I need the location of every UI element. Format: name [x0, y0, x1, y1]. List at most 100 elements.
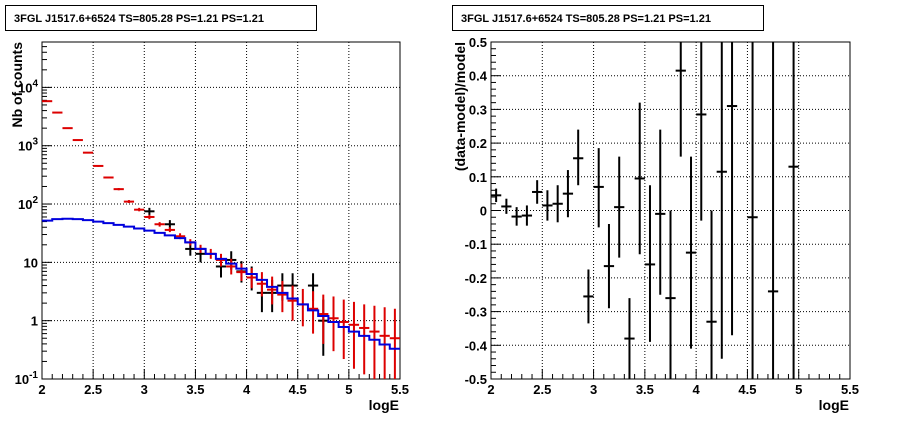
data-point — [318, 294, 329, 344]
data-point — [164, 220, 175, 229]
data-point — [593, 148, 604, 228]
data-point — [144, 207, 155, 215]
data-point — [226, 258, 237, 275]
series-2 — [42, 217, 400, 350]
x-tick-label: 2 — [487, 382, 494, 397]
x-tick-label: 5.5 — [391, 382, 409, 397]
data-point — [72, 139, 83, 142]
x-tick-label: 3 — [141, 382, 148, 397]
data-point — [379, 307, 390, 379]
y-axis-label: Nb of counts — [9, 42, 25, 128]
data-point — [164, 227, 175, 233]
right-plot-title: 3FGL J1517.6+6524 TS=805.28 PS=1.21 PS=1… — [452, 5, 764, 31]
data-point — [655, 129, 666, 295]
data-point — [491, 188, 502, 203]
data-point — [573, 129, 584, 186]
data-point — [552, 185, 563, 223]
y-tick-label: 1 — [31, 314, 38, 329]
x-axis-label: logE — [369, 397, 399, 413]
x-tick-label: 5 — [795, 382, 802, 397]
data-point — [389, 308, 400, 379]
x-tick-label: 3.5 — [636, 382, 654, 397]
data-point — [675, 42, 686, 157]
y-tick-exponent: -1 — [29, 370, 38, 381]
data-point — [287, 285, 298, 321]
data-point — [267, 276, 278, 305]
y-tick-base: 10 — [24, 255, 38, 270]
data-point — [256, 272, 268, 297]
x-tick-label: 5 — [345, 382, 352, 397]
y-tick-label: -0.1 — [465, 237, 487, 252]
data-point — [614, 156, 625, 258]
data-point — [134, 207, 145, 212]
y-tick-label: 0.1 — [469, 170, 487, 185]
x-tick-label: 4 — [243, 382, 251, 397]
series-1 — [42, 100, 400, 379]
y-tick-exponent: 2 — [32, 195, 38, 206]
y-tick-label: 102 — [18, 195, 38, 212]
y-tick-label: 10-1 — [15, 370, 39, 387]
data-point — [624, 298, 635, 379]
data-point — [103, 176, 114, 179]
data-point — [542, 190, 553, 221]
data-point — [328, 296, 339, 352]
y-tick-exponent: 3 — [32, 137, 38, 148]
x-tick-label: 3.5 — [186, 382, 204, 397]
data-point — [42, 100, 53, 103]
data-point — [583, 269, 594, 324]
y-tick-label: 0.4 — [469, 69, 488, 84]
data-point — [307, 291, 319, 334]
y-tick-label: -0.4 — [465, 338, 488, 353]
data-point — [52, 111, 63, 114]
data-point — [348, 301, 360, 369]
data-point — [215, 253, 227, 267]
series-0 — [491, 42, 799, 379]
y-tick-label: -0.5 — [465, 372, 487, 387]
y-tick-label: 104 — [18, 78, 38, 95]
y-tick-label: 0 — [480, 204, 487, 219]
y-tick-base: 10 — [18, 139, 32, 154]
plot-frame — [41, 41, 401, 380]
y-tick-label: 0.5 — [469, 35, 487, 50]
x-tick-label: 4 — [693, 382, 701, 397]
data-point — [562, 170, 574, 218]
data-point — [277, 280, 288, 313]
y-tick-exponent: 4 — [32, 78, 38, 89]
data-point — [93, 164, 104, 167]
data-point — [767, 42, 779, 379]
data-point — [236, 263, 247, 281]
data-point — [726, 42, 738, 336]
data-point — [521, 205, 533, 226]
y-tick-base: 1 — [31, 314, 38, 329]
data-point — [747, 42, 758, 379]
data-point — [716, 42, 727, 359]
data-point — [123, 200, 135, 204]
y-tick-label: -0.2 — [465, 271, 487, 286]
x-tick-label: 4.5 — [289, 382, 307, 397]
data-point — [501, 198, 512, 214]
data-point — [706, 210, 717, 379]
y-tick-label: 10 — [24, 255, 38, 270]
y-tick-base: 10 — [18, 197, 32, 212]
data-point — [696, 42, 707, 221]
data-point — [82, 151, 94, 154]
data-point — [685, 156, 697, 349]
x-tick-label: 3 — [590, 382, 597, 397]
y-tick-base: 10 — [18, 80, 32, 95]
x-axis-label: logE — [819, 397, 849, 413]
y-tick-base: 10 — [15, 372, 29, 387]
y-tick-label: 0.2 — [469, 136, 487, 151]
y-tick-label: 103 — [18, 137, 38, 154]
data-point — [369, 305, 380, 379]
data-point — [113, 188, 124, 191]
y-tick-label: 0.3 — [469, 102, 487, 117]
model-step-line — [42, 217, 400, 350]
x-tick-label: 2 — [38, 382, 45, 397]
data-point — [246, 268, 257, 289]
data-point — [359, 304, 370, 375]
x-tick-label: 5.5 — [841, 382, 859, 397]
data-point — [62, 127, 73, 130]
data-point — [665, 210, 676, 379]
